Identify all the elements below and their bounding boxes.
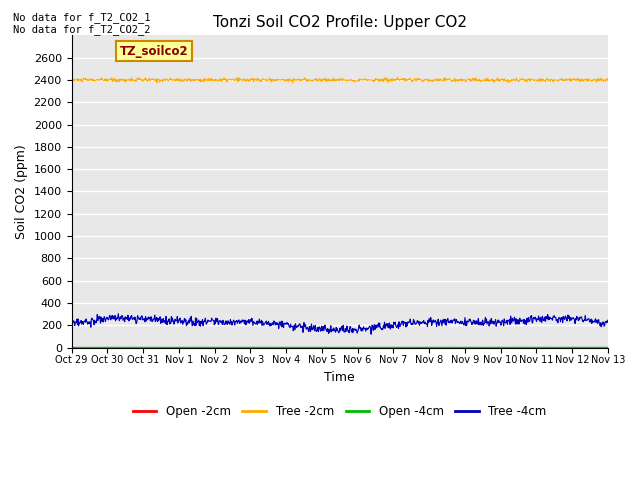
Y-axis label: Soil CO2 (ppm): Soil CO2 (ppm) xyxy=(15,144,28,239)
Text: No data for f_T2_CO2_2: No data for f_T2_CO2_2 xyxy=(13,24,150,35)
Text: TZ_soilco2: TZ_soilco2 xyxy=(120,45,188,58)
X-axis label: Time: Time xyxy=(324,371,355,384)
Text: No data for f_T2_CO2_1: No data for f_T2_CO2_1 xyxy=(13,12,150,23)
Legend: Open -2cm, Tree -2cm, Open -4cm, Tree -4cm: Open -2cm, Tree -2cm, Open -4cm, Tree -4… xyxy=(128,400,552,423)
Title: Tonzi Soil CO2 Profile: Upper CO2: Tonzi Soil CO2 Profile: Upper CO2 xyxy=(212,15,467,30)
